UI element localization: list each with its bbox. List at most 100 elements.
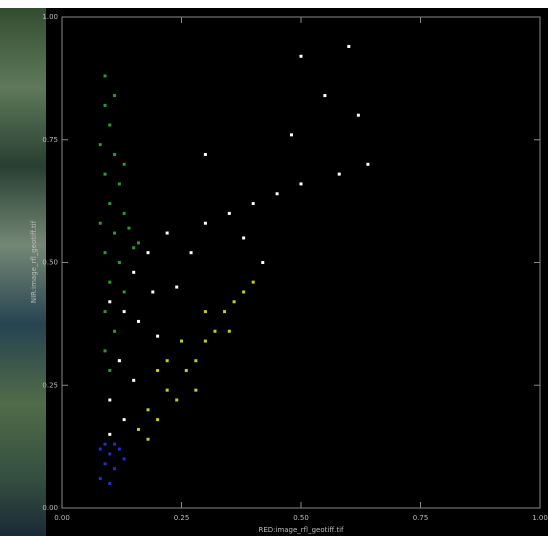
point — [289, 133, 293, 137]
x-tick-label: 0.50 — [293, 514, 309, 522]
y-tick-label: 1.00 — [42, 13, 58, 21]
point — [122, 290, 126, 294]
point — [251, 280, 255, 284]
background-image — [0, 8, 46, 536]
point — [98, 143, 102, 147]
point — [227, 211, 231, 215]
point — [213, 329, 217, 333]
point — [165, 231, 169, 235]
point — [113, 94, 117, 98]
point — [242, 290, 246, 294]
point — [136, 319, 140, 323]
point — [108, 280, 112, 284]
point — [108, 481, 112, 485]
point — [132, 378, 136, 382]
point — [122, 310, 126, 314]
point — [117, 447, 121, 451]
x-axis-label: RED:image_rfl_geotiff.tif — [258, 526, 344, 534]
point — [165, 359, 169, 363]
point — [156, 369, 160, 373]
point — [108, 369, 112, 373]
point — [165, 388, 169, 392]
point — [108, 452, 112, 456]
point — [175, 285, 179, 289]
point — [113, 152, 117, 156]
point — [275, 192, 279, 196]
point — [103, 103, 107, 107]
point — [175, 398, 179, 402]
point — [203, 152, 207, 156]
point — [366, 162, 370, 166]
point — [299, 54, 303, 58]
y-tick-label: 0.25 — [42, 381, 58, 389]
x-tick-label: 0.25 — [174, 514, 190, 522]
point — [103, 442, 107, 446]
point — [203, 339, 207, 343]
point — [156, 418, 160, 422]
point — [227, 329, 231, 333]
point — [103, 251, 107, 255]
point — [103, 310, 107, 314]
y-tick-label: 0.75 — [42, 136, 58, 144]
point — [151, 290, 155, 294]
point — [146, 408, 150, 412]
title-bar — [0, 0, 548, 8]
point — [180, 339, 183, 343]
point — [136, 427, 140, 431]
point — [136, 241, 140, 245]
point — [337, 172, 341, 176]
point — [103, 172, 107, 176]
point — [113, 329, 117, 333]
point — [132, 270, 136, 274]
point — [108, 300, 112, 304]
point — [122, 418, 126, 422]
y-tick-label: 0.50 — [42, 259, 58, 267]
point — [108, 123, 112, 127]
point — [156, 334, 160, 338]
point — [103, 74, 107, 78]
point — [103, 349, 107, 353]
point — [117, 182, 121, 186]
point — [108, 432, 112, 436]
point — [122, 457, 126, 461]
point — [184, 369, 188, 373]
y-axis-label: NIR:image_rfl_geotiff.tif — [30, 220, 38, 303]
point — [113, 231, 117, 235]
point — [122, 211, 126, 215]
point — [98, 477, 102, 481]
point — [98, 447, 102, 451]
point — [122, 162, 126, 166]
point — [189, 251, 193, 255]
point — [232, 300, 236, 304]
point — [98, 221, 102, 225]
point — [323, 94, 327, 98]
point — [347, 44, 351, 48]
point — [203, 310, 207, 314]
point — [127, 226, 131, 230]
point — [251, 202, 255, 206]
x-tick-label: 0.00 — [54, 514, 70, 522]
point — [117, 261, 121, 264]
plot-frame — [61, 16, 541, 509]
point — [194, 359, 198, 363]
point — [113, 442, 117, 446]
point — [146, 251, 150, 255]
point — [194, 388, 198, 392]
point — [299, 182, 303, 186]
point — [356, 113, 360, 117]
point — [203, 221, 207, 225]
y-tick-label: 0.00 — [42, 504, 58, 512]
point — [132, 246, 136, 250]
point — [146, 437, 150, 441]
point — [103, 462, 107, 466]
point — [242, 236, 246, 240]
x-tick-label: 1.00 — [532, 514, 548, 522]
point — [108, 398, 112, 402]
x-tick-label: 0.75 — [413, 514, 429, 522]
point — [113, 467, 117, 471]
point — [223, 310, 227, 314]
point — [261, 261, 265, 264]
point — [108, 202, 112, 206]
